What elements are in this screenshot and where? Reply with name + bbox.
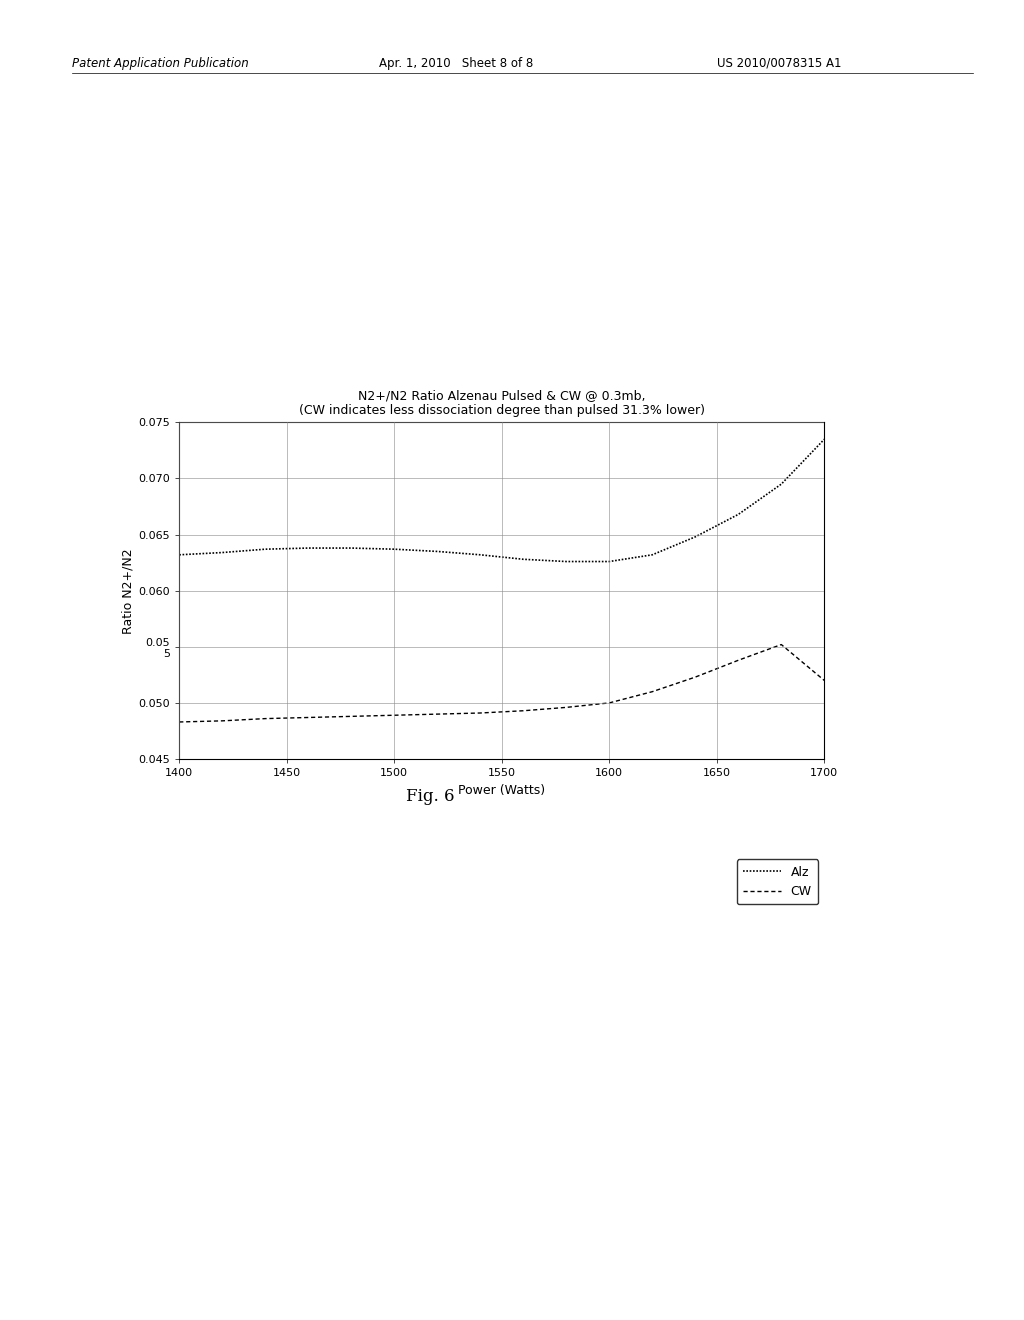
CW — [302, 710, 314, 726]
CW — [259, 710, 271, 726]
Text: Apr. 1, 2010   Sheet 8 of 8: Apr. 1, 2010 Sheet 8 of 8 — [379, 57, 534, 70]
X-axis label: Power (Watts): Power (Watts) — [458, 784, 546, 796]
Alz — [732, 507, 744, 523]
Text: US 2010/0078315 A1: US 2010/0078315 A1 — [717, 57, 842, 70]
CW — [517, 702, 529, 718]
Alz — [259, 541, 271, 557]
Legend: Alz, CW: Alz, CW — [737, 859, 818, 904]
Text: Patent Application Publication: Patent Application Publication — [72, 57, 249, 70]
Alz — [431, 544, 443, 560]
CW — [818, 673, 830, 689]
Alz — [302, 540, 314, 556]
Alz — [689, 529, 701, 545]
Line: Alz: Alz — [179, 440, 824, 561]
Alz — [818, 432, 830, 447]
Alz — [603, 553, 615, 569]
Alz — [388, 541, 400, 557]
CW — [345, 709, 357, 725]
CW — [560, 700, 572, 715]
CW — [431, 706, 443, 722]
CW — [173, 714, 185, 730]
Title: N2+/N2 Ratio Alzenau Pulsed & CW @ 0.3mb,
(CW indicates less dissociation degree: N2+/N2 Ratio Alzenau Pulsed & CW @ 0.3mb… — [299, 389, 705, 417]
CW — [603, 694, 615, 710]
Line: CW: CW — [179, 644, 824, 722]
Alz — [173, 546, 185, 562]
Y-axis label: Ratio N2+/N2: Ratio N2+/N2 — [121, 548, 134, 634]
Alz — [775, 477, 787, 492]
CW — [388, 708, 400, 723]
CW — [216, 713, 228, 729]
Alz — [474, 546, 486, 562]
CW — [474, 705, 486, 721]
CW — [775, 636, 787, 652]
Alz — [216, 545, 228, 561]
Text: Fig. 6: Fig. 6 — [406, 788, 455, 805]
CW — [732, 652, 744, 668]
Alz — [517, 552, 529, 568]
CW — [646, 684, 658, 700]
CW — [689, 669, 701, 685]
Alz — [560, 553, 572, 569]
Alz — [345, 540, 357, 556]
Alz — [646, 546, 658, 562]
